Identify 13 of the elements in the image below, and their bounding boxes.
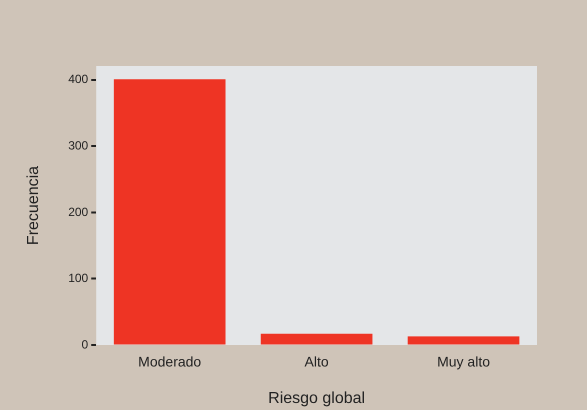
y-tick-label: 300 [68,138,89,152]
y-tick-label: 0 [82,337,89,352]
y-tick-label: 200 [68,204,89,219]
bar [114,79,226,344]
bar [260,334,372,344]
x-tick-label: Moderado [138,353,202,370]
y-tick-label: 100 [68,271,89,286]
x-tick-label: Muy alto [437,353,490,370]
x-axis-title: Riesgo global [268,390,366,407]
bar [408,336,520,344]
x-tick-label: Alto [304,353,329,370]
y-axis-title: Frecuencia [25,166,42,246]
y-tick-label: 400 [68,72,89,86]
